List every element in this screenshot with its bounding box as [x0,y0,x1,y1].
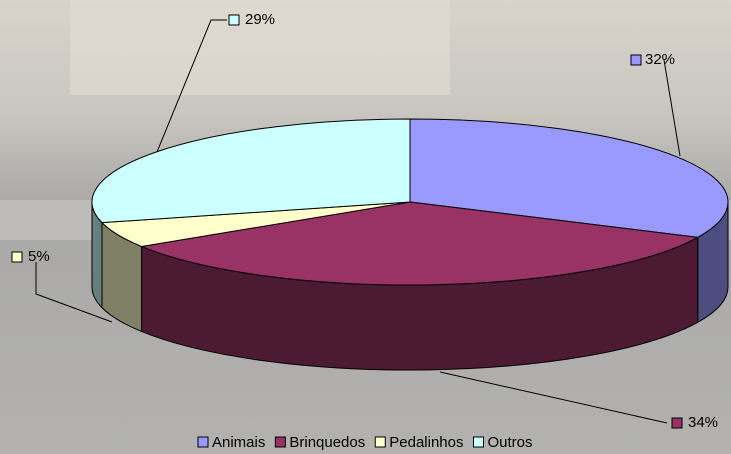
slice [139,201,700,286]
pie [91,118,729,371]
legend-key [197,436,209,448]
labels: 32% 34% 5% 29% [11,11,718,431]
legend-label: Outros [487,434,532,451]
slice [91,118,411,224]
background-wall [70,0,450,95]
legend-label: Animais [212,434,265,451]
data-label: 5% [28,248,50,265]
legend-label: Brinquedos [289,434,365,451]
legend: Animais Brinquedos Pedalinhos Outros [197,434,533,451]
legend-key [472,436,484,448]
leader-line [663,59,681,157]
label-key [630,54,642,66]
leader-line [35,262,113,323]
leader-line [156,19,227,153]
label-key [11,251,23,263]
legend-key [374,436,386,448]
data-label: 32% [645,51,675,68]
leader-line [439,371,668,424]
slice [409,118,729,238]
data-label: 29% [245,11,275,28]
legend-label: Pedalinhos [389,434,463,451]
legend-key [274,436,286,448]
label-key [671,417,683,429]
label-key [228,14,240,26]
data-label: 34% [688,414,718,431]
